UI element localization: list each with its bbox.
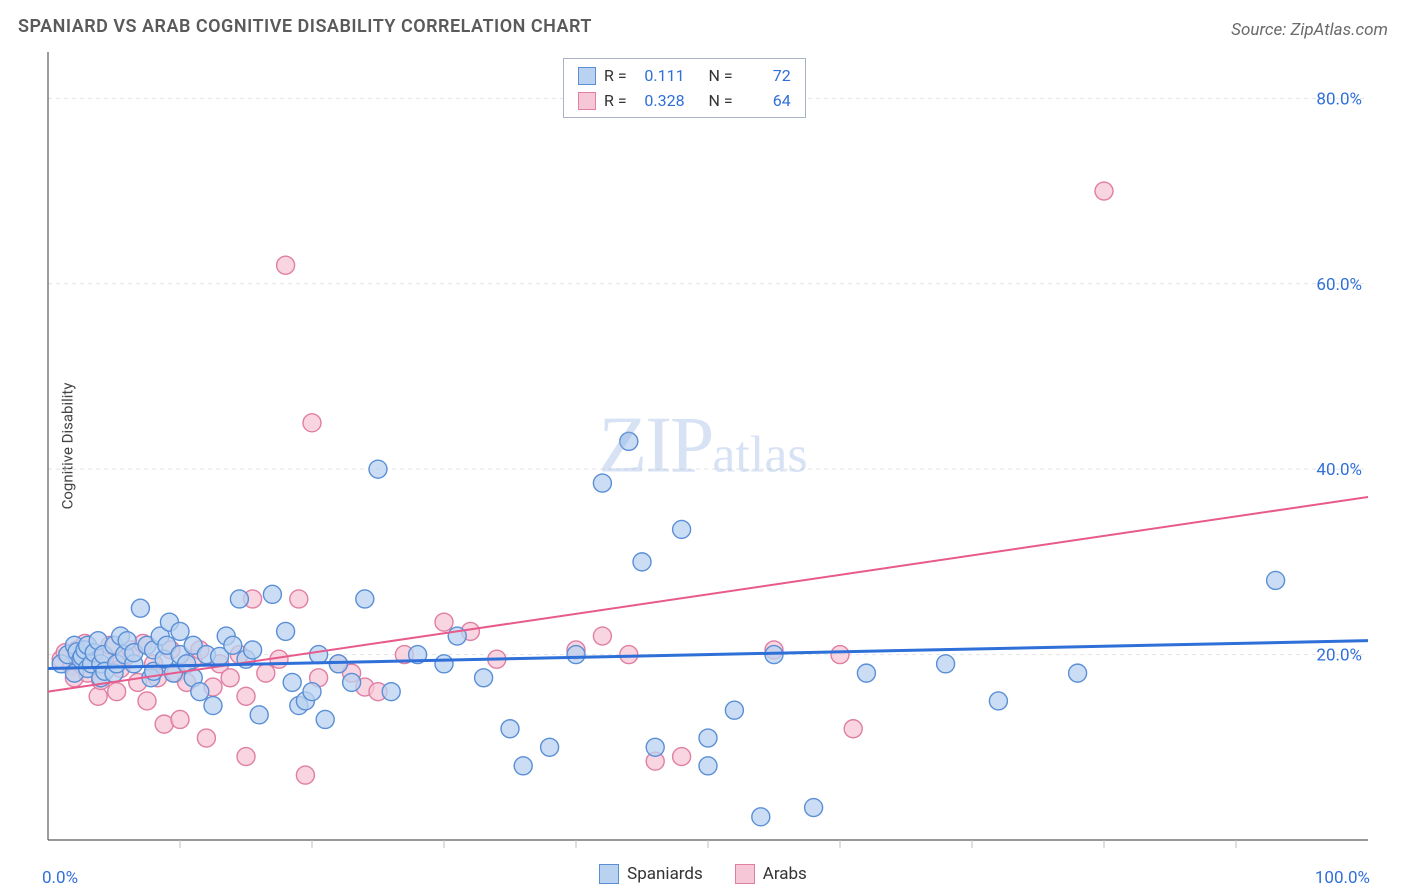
legend-label-spaniards: Spaniards	[627, 864, 703, 884]
svg-text:80.0%: 80.0%	[1316, 89, 1362, 109]
bottom-legend: Spaniards Arabs	[0, 864, 1406, 888]
swatch-arabs-bottom	[735, 864, 755, 884]
stats-row-spaniards: R = 0.111 N = 72	[564, 63, 805, 88]
legend-item-arabs: Arabs	[735, 864, 807, 884]
svg-text:20.0%: 20.0%	[1316, 646, 1362, 666]
stats-legend: R = 0.111 N = 72 R = 0.328 N = 64	[563, 58, 806, 118]
swatch-spaniards-bottom	[599, 864, 619, 884]
correlation-scatter-chart: SPANIARD VS ARAB COGNITIVE DISABILITY CO…	[0, 0, 1406, 892]
legend-label-arabs: Arabs	[763, 864, 807, 884]
swatch-arabs	[578, 92, 596, 110]
stats-row-arabs: R = 0.328 N = 64	[564, 88, 805, 113]
swatch-spaniards	[578, 67, 596, 85]
svg-text:40.0%: 40.0%	[1316, 460, 1362, 480]
legend-item-spaniards: Spaniards	[599, 864, 703, 884]
x-axis-max-label: 100.0%	[1315, 868, 1370, 888]
x-axis-min-label: 0.0%	[42, 868, 78, 888]
svg-text:60.0%: 60.0%	[1316, 275, 1362, 295]
plot-svg: 20.0% 40.0% 60.0% 80.0%	[0, 0, 1406, 892]
